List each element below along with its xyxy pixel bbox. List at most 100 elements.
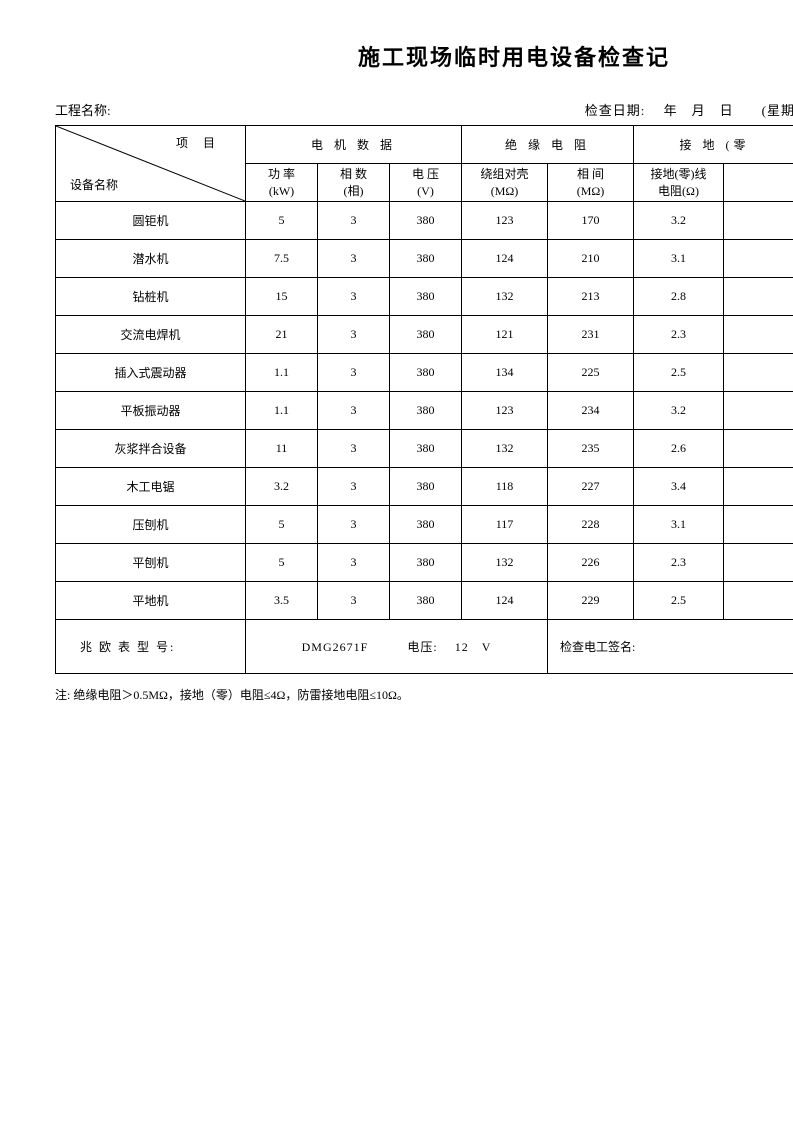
table-row: 平地机3.533801242292.5 [56, 582, 793, 620]
cell-g: 3.4 [634, 468, 724, 506]
cell-w: 121 [462, 316, 548, 354]
cell-name: 灰浆拌合设备 [56, 430, 246, 468]
page-title: 施工现场临时用电设备检查记 [55, 40, 793, 72]
cell-g: 3.1 [634, 506, 724, 544]
cell-ph: 3 [318, 430, 390, 468]
cell-pw: 5 [246, 544, 318, 582]
cell-pw: 1.1 [246, 354, 318, 392]
cell-extra [724, 430, 793, 468]
header-equipment: 设备名称 [70, 176, 118, 193]
cell-w: 117 [462, 506, 548, 544]
cell-i: 228 [548, 506, 634, 544]
cell-extra [724, 316, 793, 354]
cell-name: 平板振动器 [56, 392, 246, 430]
header-ground-res: 接地(零)线电阻(Ω) [634, 164, 724, 202]
cell-v: 380 [390, 392, 462, 430]
header-ground-group: 接 地 (零 [634, 126, 793, 164]
cell-w: 118 [462, 468, 548, 506]
cell-extra [724, 392, 793, 430]
cell-w: 132 [462, 430, 548, 468]
header-motor-group: 电 机 数 据 [246, 126, 462, 164]
cell-ph: 3 [318, 468, 390, 506]
cell-extra [724, 278, 793, 316]
cell-i: 231 [548, 316, 634, 354]
cell-w: 132 [462, 278, 548, 316]
cell-w: 123 [462, 392, 548, 430]
cell-extra [724, 582, 793, 620]
cell-name: 平刨机 [56, 544, 246, 582]
cell-i: 226 [548, 544, 634, 582]
cell-w: 132 [462, 544, 548, 582]
cell-name: 木工电锯 [56, 468, 246, 506]
cell-extra [724, 468, 793, 506]
cell-ph: 3 [318, 354, 390, 392]
cell-i: 213 [548, 278, 634, 316]
megger-model-cell: DMG2671F 电压: 12 V [246, 620, 548, 674]
cell-g: 2.5 [634, 354, 724, 392]
cell-v: 380 [390, 468, 462, 506]
cell-name: 潜水机 [56, 240, 246, 278]
cell-extra [724, 354, 793, 392]
cell-ph: 3 [318, 202, 390, 240]
cell-ph: 3 [318, 316, 390, 354]
cell-v: 380 [390, 582, 462, 620]
cell-pw: 3.5 [246, 582, 318, 620]
cell-pw: 15 [246, 278, 318, 316]
cell-g: 2.3 [634, 316, 724, 354]
cell-v: 380 [390, 278, 462, 316]
cell-name: 压刨机 [56, 506, 246, 544]
cell-ph: 3 [318, 278, 390, 316]
cell-extra [724, 202, 793, 240]
megger-label: 兆 欧 表 型 号: [56, 620, 246, 674]
diagonal-header: 项 目 设备名称 [56, 126, 246, 202]
cell-extra [724, 544, 793, 582]
cell-name: 插入式震动器 [56, 354, 246, 392]
table-row: 交流电焊机2133801212312.3 [56, 316, 793, 354]
cell-v: 380 [390, 202, 462, 240]
header-item: 项 目 [176, 134, 221, 151]
cell-name: 钻桩机 [56, 278, 246, 316]
table-row: 压刨机533801172283.1 [56, 506, 793, 544]
cell-v: 380 [390, 544, 462, 582]
meta-row: 工程名称: 检查日期: 年 月 日 (星期 [55, 100, 793, 119]
cell-g: 2.3 [634, 544, 724, 582]
cell-g: 2.8 [634, 278, 724, 316]
cell-i: 227 [548, 468, 634, 506]
table-row: 灰浆拌合设备1133801322352.6 [56, 430, 793, 468]
table-row: 插入式震动器1.133801342252.5 [56, 354, 793, 392]
header-winding: 绕组对壳(MΩ) [462, 164, 548, 202]
cell-ph: 3 [318, 506, 390, 544]
table-row: 平板振动器1.133801232343.2 [56, 392, 793, 430]
header-voltage: 电 压(V) [390, 164, 462, 202]
cell-g: 3.2 [634, 202, 724, 240]
header-phase: 相 数(相) [318, 164, 390, 202]
cell-g: 2.6 [634, 430, 724, 468]
cell-pw: 3.2 [246, 468, 318, 506]
cell-i: 229 [548, 582, 634, 620]
cell-v: 380 [390, 240, 462, 278]
header-ground-extra [724, 164, 793, 202]
table-row: 木工电锯3.233801182273.4 [56, 468, 793, 506]
cell-i: 235 [548, 430, 634, 468]
cell-ph: 3 [318, 544, 390, 582]
cell-ph: 3 [318, 392, 390, 430]
cell-pw: 1.1 [246, 392, 318, 430]
footer-row: 兆 欧 表 型 号: DMG2671F 电压: 12 V 检查电工签名: [56, 620, 793, 674]
cell-v: 380 [390, 506, 462, 544]
project-name-label: 工程名称: [55, 100, 585, 119]
cell-w: 124 [462, 582, 548, 620]
cell-pw: 5 [246, 506, 318, 544]
check-date-label: 检查日期: 年 月 日 (星期 [585, 100, 793, 119]
table-row: 平刨机533801322262.3 [56, 544, 793, 582]
cell-ph: 3 [318, 240, 390, 278]
footnote: 注: 绝缘电阻＞0.5MΩ，接地（零）电阻≤4Ω，防雷接地电阻≤10Ω。 [55, 686, 793, 703]
cell-pw: 21 [246, 316, 318, 354]
cell-i: 210 [548, 240, 634, 278]
cell-pw: 7.5 [246, 240, 318, 278]
table-row: 钻桩机1533801322132.8 [56, 278, 793, 316]
cell-w: 124 [462, 240, 548, 278]
cell-v: 380 [390, 316, 462, 354]
cell-i: 170 [548, 202, 634, 240]
cell-g: 3.1 [634, 240, 724, 278]
cell-g: 2.5 [634, 582, 724, 620]
